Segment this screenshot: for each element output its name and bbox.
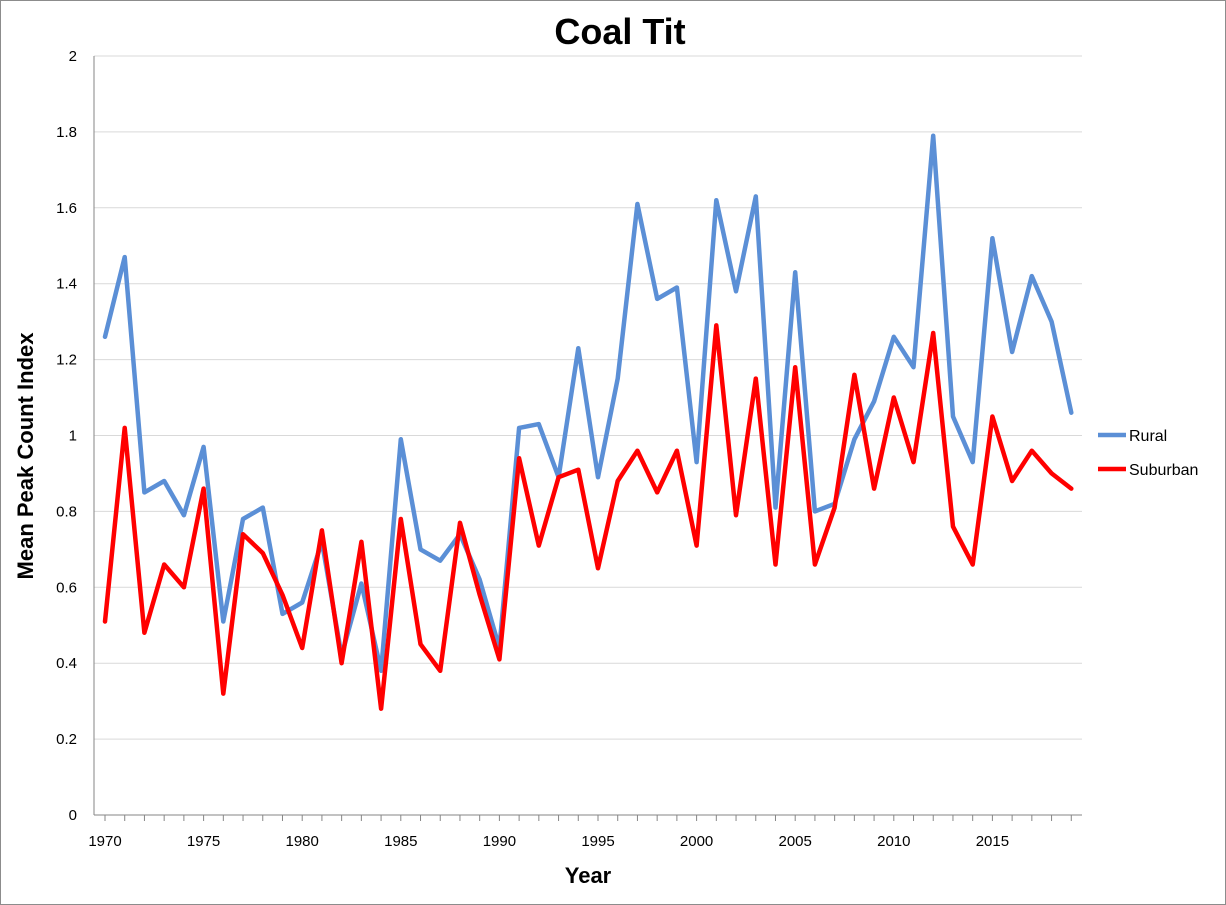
x-tick-label: 1975: [187, 833, 220, 850]
y-tick-label: 0.2: [56, 731, 77, 748]
chart-title: Coal Tit: [554, 11, 685, 52]
y-tick-label: 1: [69, 428, 77, 445]
x-tick-label: 1990: [483, 833, 516, 850]
y-tick-label: 2: [69, 48, 77, 65]
legend: Rural Suburban: [1098, 428, 1198, 479]
y-tick-label: 1.8: [56, 124, 77, 141]
x-tick-label: 1985: [384, 833, 417, 850]
x-tick-label: 2000: [680, 833, 713, 850]
y-axis-title: Mean Peak Count Index: [13, 332, 38, 580]
x-tick-label: 2015: [976, 833, 1009, 850]
y-tick-label: 0: [69, 807, 77, 824]
y-tick-label: 1.2: [56, 352, 77, 369]
x-axis-title: Year: [565, 863, 612, 888]
x-tick-label: 2010: [877, 833, 910, 850]
y-tick-label: 0.6: [56, 579, 77, 596]
legend-label-rural: Rural: [1129, 428, 1167, 445]
y-tick-label: 0.8: [56, 503, 77, 520]
y-tick-label: 1.4: [56, 276, 77, 293]
x-tick-labels: 1970 1975 1980 1985 1990 1995 2000 2005 2010 2015: [88, 833, 1009, 850]
series-line-suburban: [102, 323, 1074, 711]
axes: [93, 56, 1082, 821]
x-tick-label: 1980: [286, 833, 319, 850]
x-tick-label: 1995: [581, 833, 614, 850]
series-lines: [102, 133, 1074, 711]
y-tick-label: 0.4: [56, 655, 77, 672]
y-tick-label: 1.6: [56, 200, 77, 217]
y-tick-labels: 0 0.2 0.4 0.6 0.8 1 1.2 1.4 1.6 1.8 2: [56, 48, 77, 824]
legend-label-suburban: Suburban: [1129, 462, 1198, 479]
x-tick-label: 2005: [779, 833, 812, 850]
series-line-rural: [102, 133, 1074, 674]
x-tick-label: 1970: [88, 833, 121, 850]
